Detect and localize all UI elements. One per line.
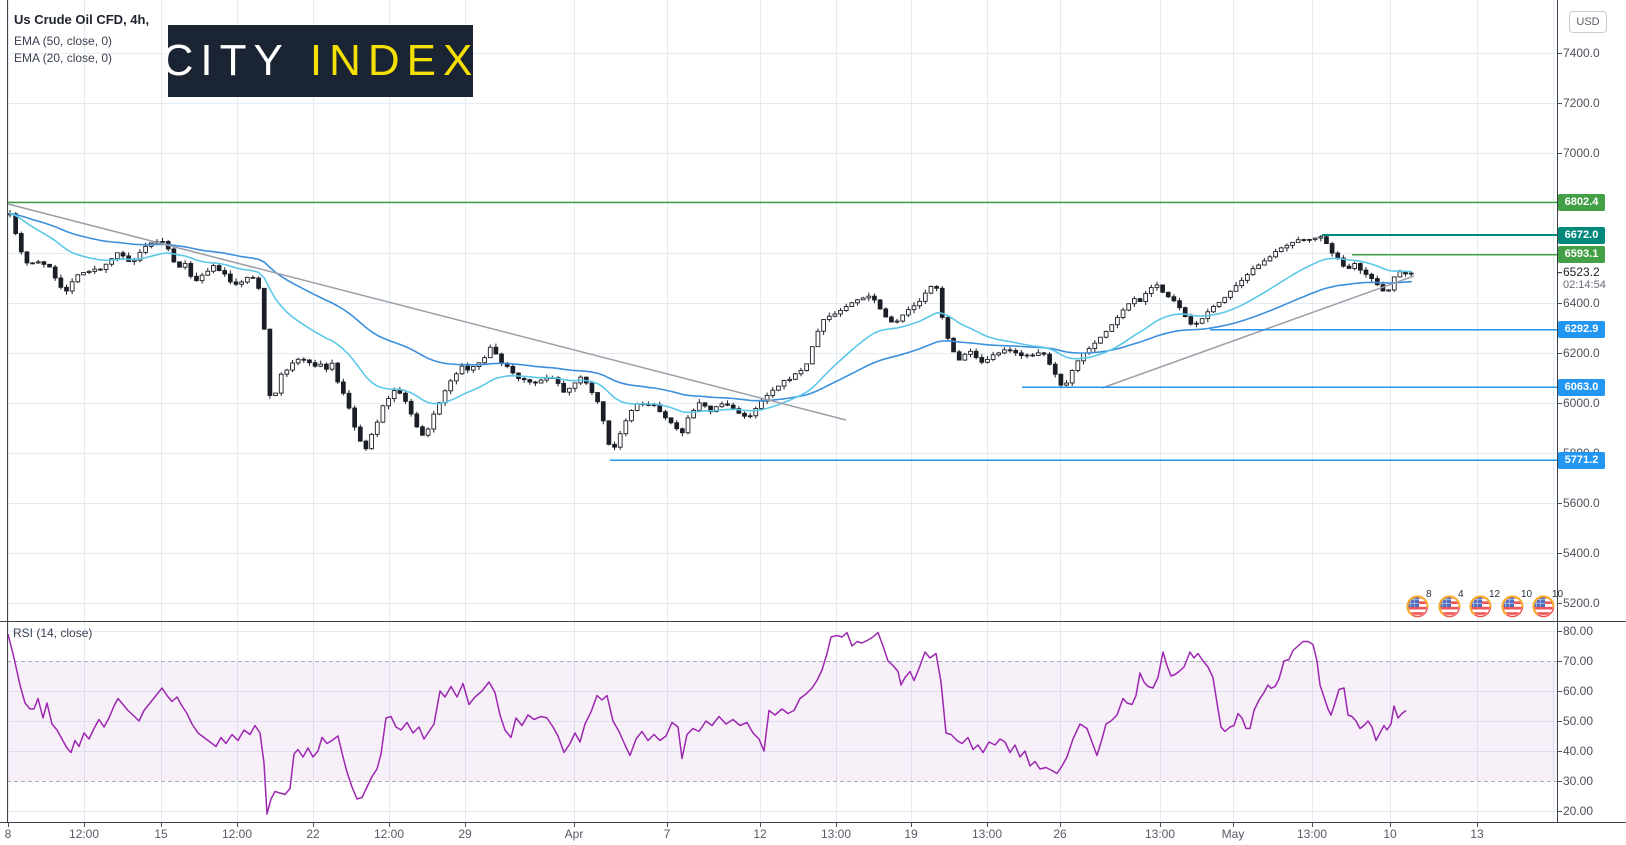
time-axis-tick-label: 8 — [4, 827, 12, 841]
logo-text-city: CITY — [161, 36, 290, 85]
event-count-badge: 4 — [1458, 589, 1464, 600]
bar-countdown-timer: 02:14:54 — [1563, 279, 1606, 292]
indicator-label-ema50[interactable]: EMA (50, close, 0) — [14, 34, 113, 48]
price-level-label-6063.0: 6063.0 — [1558, 378, 1605, 396]
event-count-badge: 10 — [1521, 589, 1533, 600]
us-flag-event-icon[interactable] — [1406, 595, 1429, 618]
logo-text-index: INDEX — [309, 36, 480, 85]
descending-trendline — [7, 203, 847, 421]
us-flag-event-icon[interactable] — [1469, 595, 1492, 618]
rsi-axis-tick-label: 80.00 — [1563, 624, 1594, 638]
currency-button[interactable]: USD — [1569, 11, 1607, 33]
time-axis-tick-label: 15 — [154, 827, 168, 841]
time-axis-tick-label: May — [1221, 827, 1245, 841]
time-axis-tick-label: 13:00 — [971, 827, 1003, 841]
time-axis-tick-label: 13:00 — [1296, 827, 1328, 841]
time-axis-tick-label: 13 — [1470, 827, 1484, 841]
time-axis-tick-label: Apr — [564, 827, 584, 841]
rsi-axis-tick-label: 30.00 — [1563, 774, 1594, 788]
city-index-logo: CITY INDEX — [162, 25, 473, 97]
price-axis-tick-label: 7400.0 — [1563, 46, 1600, 60]
price-level-label-5771.2: 5771.2 — [1558, 451, 1605, 469]
event-count-badge: 10 — [1552, 589, 1564, 600]
event-count-badge: 12 — [1489, 589, 1501, 600]
time-axis-tick-label: 22 — [306, 827, 320, 841]
price-axis-tick-label: 7000.0 — [1563, 146, 1600, 160]
price-axis-tick-label: 5400.0 — [1563, 546, 1600, 560]
price-axis-tick-label: 6000.0 — [1563, 396, 1600, 410]
time-axis-tick-label: 12:00 — [221, 827, 253, 841]
rsi-indicator-label[interactable]: RSI (14, close) — [13, 626, 93, 640]
ema-50-line — [9, 212, 1412, 402]
time-axis-tick-label: 12:00 — [68, 827, 100, 841]
time-axis-tick-label: 26 — [1053, 827, 1067, 841]
ema-20-line — [9, 212, 1412, 414]
price-axis-tick-label: 6400.0 — [1563, 296, 1600, 310]
time-axis-tick-label: 12 — [753, 827, 767, 841]
indicator-label-ema20[interactable]: EMA (20, close, 0) — [14, 51, 113, 65]
time-axis-tick-label: 13:00 — [1144, 827, 1176, 841]
rsi-line — [7, 631, 1407, 815]
rsi-axis-tick-label: 70.00 — [1563, 654, 1594, 668]
time-axis-tick-label: 12:00 — [373, 827, 405, 841]
symbol-title: Us Crude Oil CFD, 4h, — [14, 12, 150, 27]
candlestick-series — [7, 210, 1414, 451]
time-axis-tick-label: 7 — [663, 827, 671, 841]
chart-legend: Us Crude Oil CFD, 4h, EMA (50, close, 0)… — [14, 12, 149, 67]
price-axis[interactable] — [1557, 0, 1626, 822]
price-axis-tick-label: 7200.0 — [1563, 96, 1600, 110]
price-level-label-6802.4: 6802.4 — [1558, 193, 1605, 211]
price-axis-tick-label: 5200.0 — [1563, 596, 1600, 610]
rsi-axis-tick-label: 60.00 — [1563, 684, 1594, 698]
price-level-label-6672.0: 6672.0 — [1558, 226, 1605, 244]
event-count-badge: 8 — [1426, 589, 1432, 600]
last-price-label: 6523.2 — [1563, 265, 1600, 280]
time-axis-tick-label: 10 — [1383, 827, 1397, 841]
price-level-label-6593.1: 6593.1 — [1558, 246, 1605, 264]
us-flag-event-icon[interactable] — [1501, 595, 1524, 618]
us-flag-event-icon[interactable] — [1438, 595, 1461, 618]
rsi-axis-tick-label: 50.00 — [1563, 714, 1594, 728]
price-axis-tick-label: 6200.0 — [1563, 346, 1600, 360]
price-axis-tick-label: 5600.0 — [1563, 496, 1600, 510]
time-axis-tick-label: 29 — [458, 827, 472, 841]
time-axis-tick-label: 13:00 — [820, 827, 852, 841]
rsi-axis-tick-label: 40.00 — [1563, 744, 1594, 758]
us-flag-event-icon[interactable] — [1532, 595, 1555, 618]
ascending-trendline — [1101, 275, 1415, 389]
rsi-band — [7, 661, 1557, 781]
rsi-axis-tick-label: 20.00 — [1563, 804, 1594, 818]
time-axis-tick-label: 19 — [904, 827, 918, 841]
price-level-label-6292.9: 6292.9 — [1558, 321, 1605, 339]
